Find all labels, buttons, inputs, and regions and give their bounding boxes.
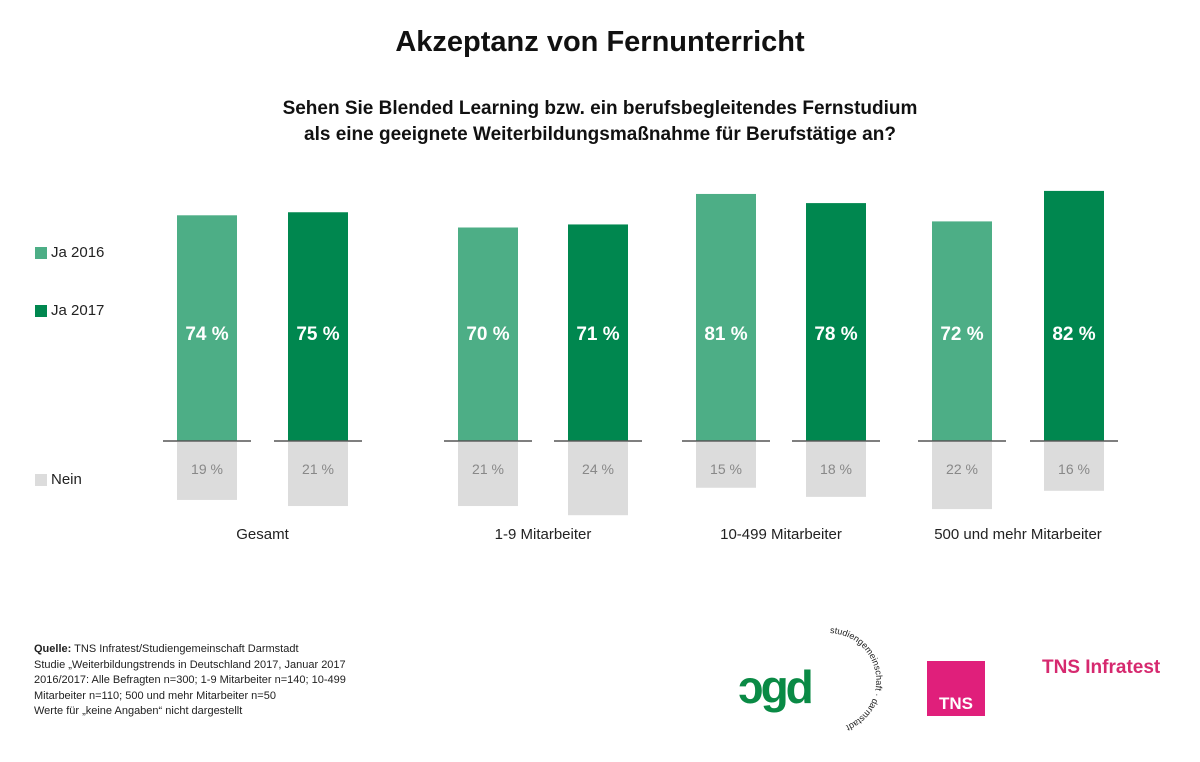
category-label: 500 und mehr Mitarbeiter (934, 526, 1102, 543)
data-label-ja: 71 % (576, 324, 619, 345)
tns-logo: TNS (927, 661, 985, 716)
data-label-ja: 70 % (466, 324, 509, 345)
data-label-nein: 16 % (1058, 461, 1090, 477)
source-line: Werte für „keine Angaben“ nicht dargeste… (34, 705, 243, 717)
legend-label: Ja 2016 (51, 244, 105, 261)
bar-ja (696, 193, 756, 441)
bar-ja (458, 227, 518, 441)
subtitle-line: Sehen Sie Blended Learning bzw. ein beru… (282, 98, 918, 119)
legend-label: Nein (51, 471, 82, 488)
data-label-ja: 82 % (1052, 324, 1095, 345)
bar-nein (1044, 442, 1104, 491)
bar-nein (177, 442, 237, 500)
legend-ja-2017: Ja 2017 (35, 302, 104, 319)
bar-ja (932, 221, 992, 441)
data-label-nein: 22 % (946, 461, 978, 477)
category-label: 1-9 Mitarbeiter (495, 526, 592, 543)
source-note: Quelle: TNS Infratest/Studiengemeinschaf… (34, 642, 346, 720)
legend-swatch (35, 304, 47, 317)
data-label-nein: 15 % (710, 461, 742, 477)
tns-infratest-logo: TNS Infratest (1042, 657, 1161, 678)
bar-nein (288, 442, 348, 507)
legend-label: Ja 2017 (51, 302, 105, 319)
bar-ja (568, 224, 628, 441)
data-label-ja: 74 % (185, 324, 228, 345)
category-label: Gesamt (236, 526, 289, 543)
source-line: Studie „Weiterbildungstrends in Deutschl… (34, 658, 346, 671)
chart-title: Akzeptanz von Fernunterricht (395, 26, 805, 58)
bar-nein (458, 442, 518, 507)
source-line: TNS Infratest/Studiengemeinschaft Darmst… (74, 643, 299, 655)
source-line: 2016/2017: Alle Befragten n=300; 1-9 Mit… (34, 674, 346, 686)
sgd-logo: ɔgd (738, 661, 814, 713)
bar-ja (806, 203, 866, 441)
bar-nein (696, 442, 756, 488)
bar-chart: 74 % 19 % 75 % 21 % Gesamt 70 % 21 % 71 % 24 % 1-… (163, 190, 1118, 543)
category-label: 10-499 Mitarbeiter (720, 526, 842, 543)
bar-nein (568, 442, 628, 516)
legend-nein: Nein (35, 471, 82, 488)
bar-ja (1044, 190, 1104, 441)
legend-swatch (35, 473, 47, 486)
data-label-ja: 78 % (814, 324, 857, 345)
bar-nein (806, 442, 866, 497)
data-label-nein: 24 % (582, 461, 614, 477)
subtitle-line: als eine geeignete Weiterbildungsmaßnahm… (304, 124, 896, 145)
data-label-nein: 21 % (472, 461, 504, 477)
source-label: Quelle: (34, 643, 72, 655)
data-label-ja: 72 % (940, 324, 983, 345)
bar-nein (932, 442, 992, 510)
bar-ja (177, 215, 237, 441)
svg-text:studiengemeinschaft · darmstad: studiengemeinschaft · darmstadt (830, 625, 885, 733)
sgd-ring-logo: studiengemeinschaft · darmstadt (830, 625, 885, 733)
data-label-nein: 18 % (820, 461, 852, 477)
data-label-nein: 21 % (302, 461, 334, 477)
data-label-ja: 75 % (296, 324, 339, 345)
chart-subtitle: Sehen Sie Blended Learning bzw. ein beru… (0, 96, 1200, 148)
bar-ja (288, 212, 348, 441)
source-line: Mitarbeiter n=110; 500 und mehr Mitarbei… (34, 689, 276, 702)
data-label-ja: 81 % (704, 324, 747, 345)
data-label-nein: 19 % (191, 461, 223, 477)
legend-swatch (35, 246, 47, 259)
legend-ja-2016: Ja 2016 (35, 244, 104, 261)
